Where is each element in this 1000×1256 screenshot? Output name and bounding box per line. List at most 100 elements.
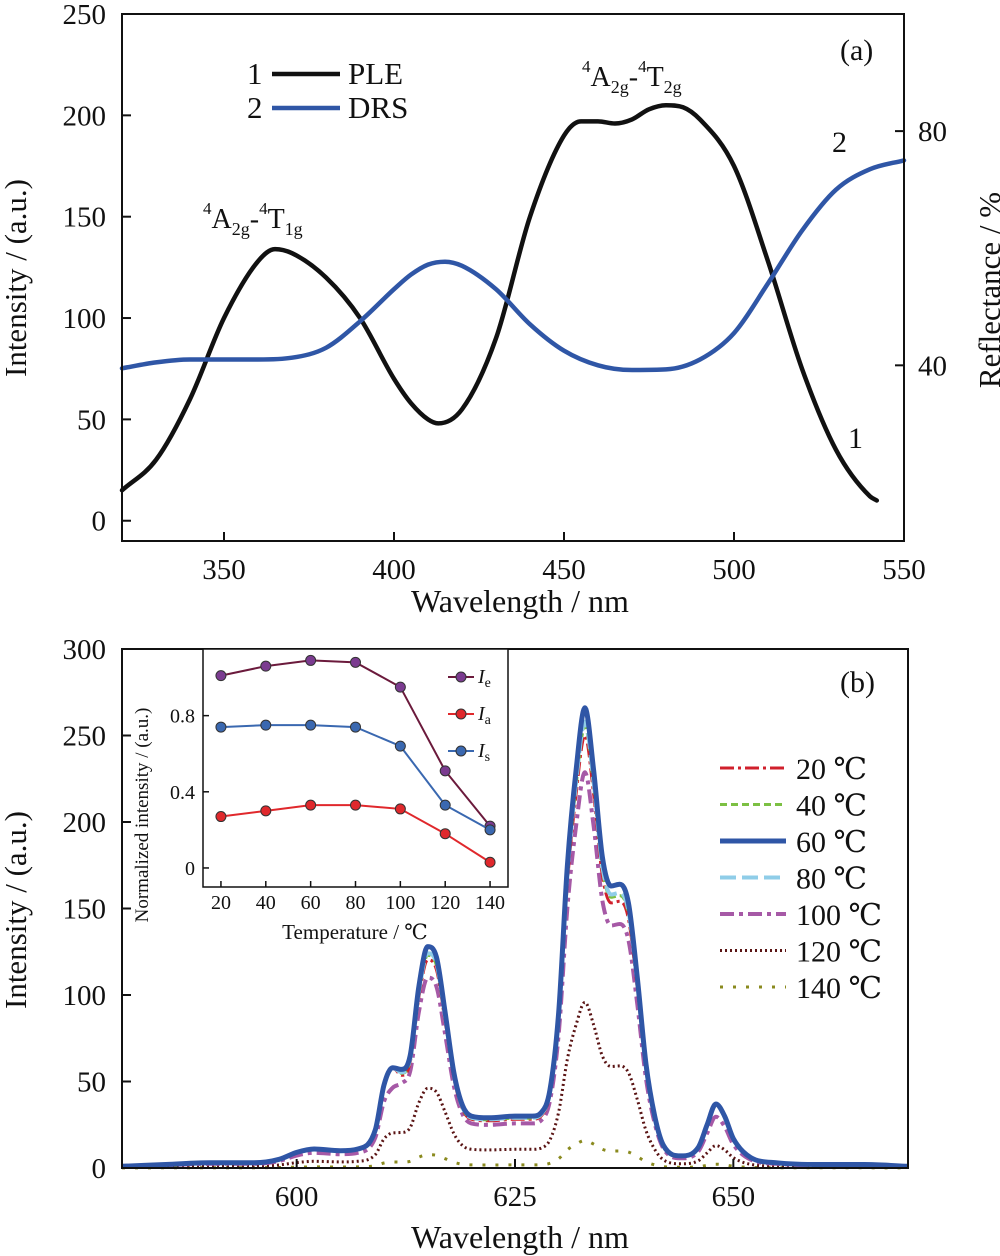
curve-ple — [119, 102, 880, 503]
inset-marker-a — [260, 805, 272, 817]
y2-tick-label: 40 — [918, 350, 947, 382]
legend-num-2: 2 — [247, 90, 263, 125]
x-tick-label: 450 — [542, 554, 586, 586]
inset-marker-s — [394, 740, 406, 752]
y2-tick-label: 80 — [918, 116, 947, 148]
inset-y-tick-label: 0.4 — [170, 782, 195, 804]
inset-frame — [202, 648, 509, 888]
y-tick-label: 150 — [63, 202, 107, 234]
x-tick-label: 550 — [882, 554, 926, 586]
panel-b-xlabel: Wavelength / nm — [411, 1219, 629, 1255]
inset-x-tick-label: 100 — [385, 892, 415, 914]
inset-marker-a — [305, 799, 317, 811]
panel-b-label: (b) — [840, 666, 875, 699]
legend-label: 140 ℃ — [796, 972, 882, 1005]
panel-a-legend: 1 PLE 2 DRS — [247, 56, 408, 125]
y-tick-label: 300 — [63, 634, 107, 666]
inset-ylabel: Normalized intensity / (a.u.) — [132, 708, 153, 923]
legend-label: 40 ℃ — [796, 790, 867, 823]
inset-x-tick-label: 40 — [256, 892, 276, 914]
inset-marker-a — [484, 856, 496, 868]
panel-a-y-ticks: 0 50 100 150 200 250 — [63, 0, 131, 538]
inset-marker-e — [394, 681, 406, 693]
panel-b: 600 625 650 0 50 100 150 200 250 300 Wavelength … — [0, 634, 909, 1255]
inset-chart: 20 40 60 80 100 120 140 0 0.4 0.8 Temperature / … — [132, 648, 509, 944]
annotation-4a2g-4t1g: 4A2g-4T1g — [203, 199, 303, 239]
x-tick-label: 400 — [372, 554, 416, 586]
legend-label-drs: DRS — [348, 90, 408, 125]
y-tick-label: 0 — [92, 1153, 107, 1185]
inset-curves — [215, 654, 496, 868]
inset-marker-a — [215, 811, 227, 823]
legend-label: 20 ℃ — [796, 753, 867, 786]
inset-marker-e — [305, 654, 317, 666]
panel-b-ylabel: Intensity / (a.u.) — [0, 811, 33, 1009]
panel-a-xlabel: Wavelength / nm — [411, 583, 629, 619]
curve-label-1: 1 — [848, 422, 863, 455]
inset-marker-e — [260, 660, 272, 672]
x-tick-label: 350 — [202, 554, 246, 586]
inset-marker-e — [350, 656, 361, 668]
panel-a-label: (a) — [840, 34, 873, 67]
panel-a-ylabel: Intensity / (a.u.) — [0, 179, 33, 377]
inset-marker-s — [260, 719, 272, 731]
inset-marker-a — [350, 799, 361, 811]
legend-label-ple: PLE — [348, 56, 403, 91]
inset-legend-marker — [455, 671, 467, 683]
inset-marker-e — [439, 765, 451, 777]
y-tick-label: 0 — [92, 506, 107, 538]
panel-a-curves — [119, 102, 907, 503]
panel-a-frame — [121, 13, 905, 542]
y-tick-label: 50 — [77, 1067, 106, 1099]
legend-label: 60 ℃ — [796, 826, 867, 859]
y-tick-label: 250 — [63, 721, 107, 753]
y-tick-label: 50 — [77, 404, 106, 436]
inset-marker-s — [305, 719, 317, 731]
curve-label-2: 2 — [832, 126, 847, 159]
inset-marker-e — [215, 670, 227, 682]
inset-x-tick-label: 60 — [301, 892, 321, 914]
inset-legend-marker — [455, 708, 467, 720]
inset-y-ticks: 0 0.4 0.8 — [170, 706, 209, 880]
panel-b-y-ticks: 0 50 100 150 200 250 300 — [63, 634, 131, 1185]
inset-x-tick-label: 120 — [430, 892, 460, 914]
inset-x-tick-label: 80 — [346, 892, 366, 914]
y-tick-label: 150 — [63, 894, 107, 926]
inset-legend-marker — [455, 745, 467, 757]
y-tick-label: 200 — [63, 807, 107, 839]
panel-a-x-ticks: 350 400 450 500 550 — [202, 532, 926, 586]
y-tick-label: 100 — [63, 303, 107, 335]
y-tick-label: 200 — [63, 100, 107, 132]
panel-b-x-ticks: 600 625 650 — [275, 1159, 755, 1213]
inset-marker-a — [394, 803, 406, 815]
inset-legend: Ie Ia Is — [448, 666, 492, 765]
inset-x-ticks: 20 40 60 80 100 120 140 — [211, 881, 505, 914]
inset-xlabel: Temperature / ℃ — [282, 920, 428, 944]
panel-b-curves — [121, 705, 909, 1170]
annotation-4a2g-4t2g: 4A2g-4T2g — [582, 57, 682, 97]
y-tick-label: 250 — [63, 0, 107, 31]
inset-x-tick-label: 140 — [475, 892, 505, 914]
y-tick-label: 100 — [63, 980, 107, 1012]
inset-legend-label: Ia — [477, 703, 492, 728]
panel-a: 350 400 450 500 550 0 50 100 150 200 250 40 80 Wav… — [0, 0, 1000, 619]
inset-marker-s — [350, 721, 361, 733]
inset-y-tick-label: 0.8 — [170, 706, 195, 728]
inset-legend-label: Is — [477, 740, 490, 765]
inset-x-tick-label: 20 — [211, 892, 231, 914]
legend-label: 80 ℃ — [796, 863, 867, 896]
x-tick-label: 650 — [712, 1181, 756, 1213]
inset-marker-a — [439, 828, 451, 840]
legend-label: 120 ℃ — [796, 936, 882, 969]
legend-label: 100 ℃ — [796, 899, 882, 932]
inset-marker-s — [215, 721, 227, 733]
x-tick-label: 600 — [275, 1181, 319, 1213]
curve-120c — [121, 1000, 909, 1169]
x-tick-label: 625 — [493, 1181, 537, 1213]
x-tick-label: 500 — [712, 554, 756, 586]
curve-drs — [119, 158, 907, 373]
inset-marker-s — [439, 799, 451, 811]
inset-marker-s — [484, 824, 496, 836]
